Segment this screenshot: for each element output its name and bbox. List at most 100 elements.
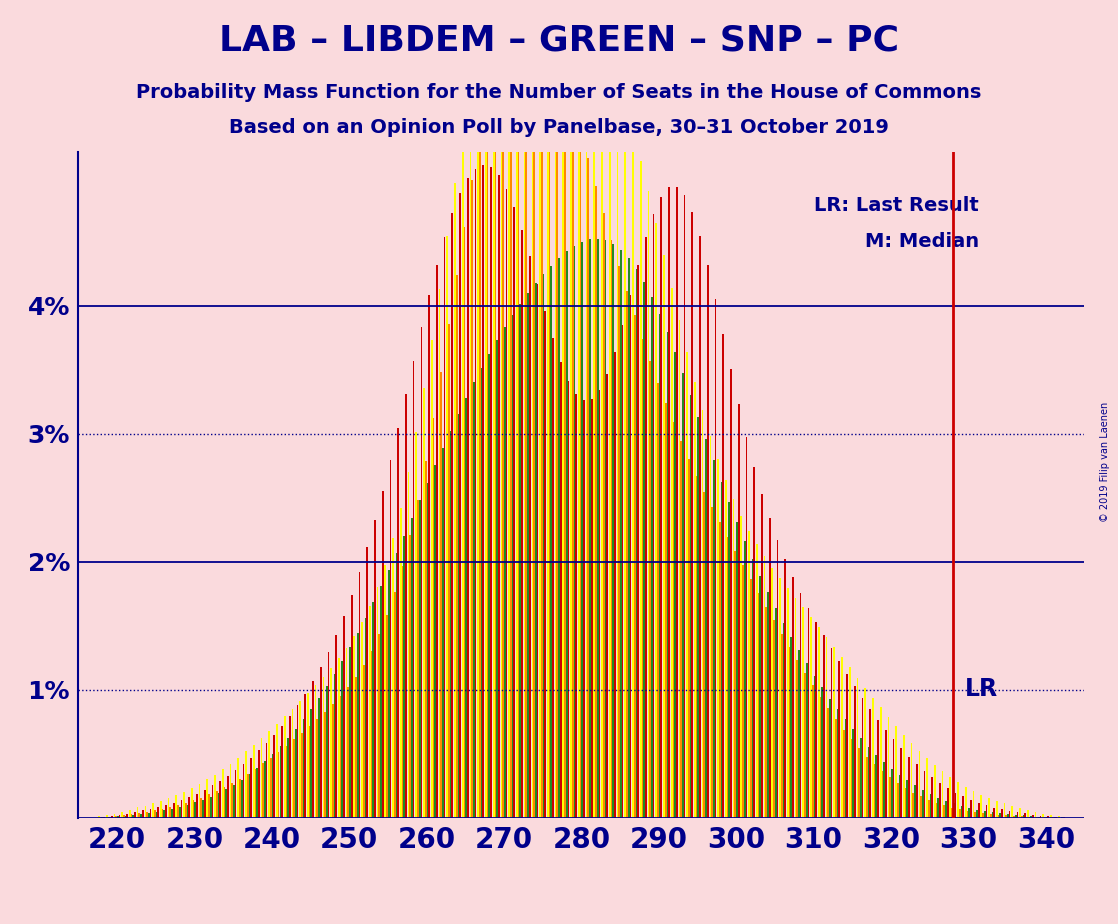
Bar: [364, 618, 367, 818]
Bar: [769, 518, 770, 818]
Bar: [98, 816, 100, 818]
Bar: [811, 617, 812, 818]
Bar: [598, 391, 600, 818]
Bar: [1008, 811, 1011, 818]
Bar: [852, 729, 854, 818]
Bar: [436, 265, 438, 818]
Bar: [106, 815, 107, 818]
Bar: [300, 701, 301, 818]
Bar: [831, 649, 833, 818]
Bar: [982, 813, 984, 818]
Bar: [711, 507, 713, 818]
Bar: [792, 577, 794, 818]
Bar: [168, 798, 170, 818]
Bar: [1038, 817, 1040, 818]
Bar: [188, 796, 190, 818]
Bar: [785, 559, 786, 818]
Bar: [622, 325, 624, 818]
Bar: [312, 681, 314, 818]
Bar: [162, 808, 163, 818]
Bar: [833, 647, 835, 818]
Bar: [301, 733, 303, 818]
Bar: [978, 803, 979, 818]
Bar: [818, 627, 819, 818]
Bar: [679, 321, 680, 818]
Bar: [226, 789, 227, 818]
Bar: [345, 648, 348, 818]
Bar: [881, 772, 883, 818]
Bar: [900, 748, 902, 818]
Bar: [268, 731, 271, 818]
Bar: [807, 607, 809, 818]
Bar: [148, 813, 150, 818]
Text: LAB – LIBDEM – GREEN – SNP – PC: LAB – LIBDEM – GREEN – SNP – PC: [219, 23, 899, 57]
Bar: [915, 785, 916, 818]
Bar: [1042, 814, 1044, 818]
Bar: [566, 251, 568, 818]
Bar: [351, 595, 352, 818]
Bar: [486, 99, 489, 818]
Bar: [207, 780, 208, 818]
Bar: [357, 633, 359, 818]
Bar: [539, 0, 541, 818]
Bar: [1040, 816, 1042, 818]
Bar: [224, 787, 226, 818]
Bar: [836, 710, 838, 818]
Bar: [1012, 806, 1013, 818]
Bar: [150, 808, 151, 818]
Bar: [400, 507, 401, 818]
Bar: [812, 685, 814, 818]
Bar: [965, 786, 967, 818]
Bar: [1058, 816, 1060, 818]
Bar: [328, 652, 330, 818]
Bar: [195, 802, 196, 818]
Bar: [533, 11, 534, 818]
Bar: [774, 620, 775, 818]
Bar: [558, 258, 560, 818]
Bar: [152, 803, 154, 818]
Bar: [243, 764, 244, 818]
Bar: [211, 785, 214, 818]
Bar: [699, 236, 701, 818]
Bar: [945, 801, 947, 818]
Bar: [288, 716, 291, 818]
Bar: [617, 82, 618, 818]
Bar: [396, 553, 397, 818]
Bar: [968, 808, 970, 818]
Bar: [790, 637, 792, 818]
Bar: [239, 779, 240, 818]
Bar: [266, 743, 267, 818]
Bar: [796, 660, 798, 818]
Bar: [438, 289, 440, 818]
Bar: [897, 784, 899, 818]
Bar: [703, 492, 705, 818]
Bar: [409, 535, 411, 818]
Bar: [315, 685, 316, 818]
Bar: [896, 726, 897, 818]
Bar: [340, 696, 341, 818]
Bar: [860, 738, 862, 818]
Bar: [999, 813, 1001, 818]
Bar: [891, 769, 892, 818]
Bar: [777, 540, 778, 818]
Text: Probability Mass Function for the Number of Seats in the House of Commons: Probability Mass Function for the Number…: [136, 83, 982, 103]
Bar: [203, 790, 206, 818]
Bar: [967, 811, 968, 818]
Bar: [758, 593, 759, 818]
Bar: [851, 739, 852, 818]
Bar: [746, 437, 747, 818]
Bar: [748, 531, 750, 818]
Bar: [872, 698, 874, 818]
Bar: [216, 791, 218, 818]
Text: LR: Last Result: LR: Last Result: [814, 196, 979, 214]
Bar: [722, 334, 724, 818]
Bar: [565, 79, 566, 818]
Bar: [131, 814, 132, 818]
Bar: [163, 810, 165, 818]
Bar: [417, 500, 419, 818]
Bar: [960, 806, 963, 818]
Bar: [229, 764, 231, 818]
Bar: [155, 811, 158, 818]
Bar: [624, 106, 626, 818]
Bar: [605, 240, 606, 818]
